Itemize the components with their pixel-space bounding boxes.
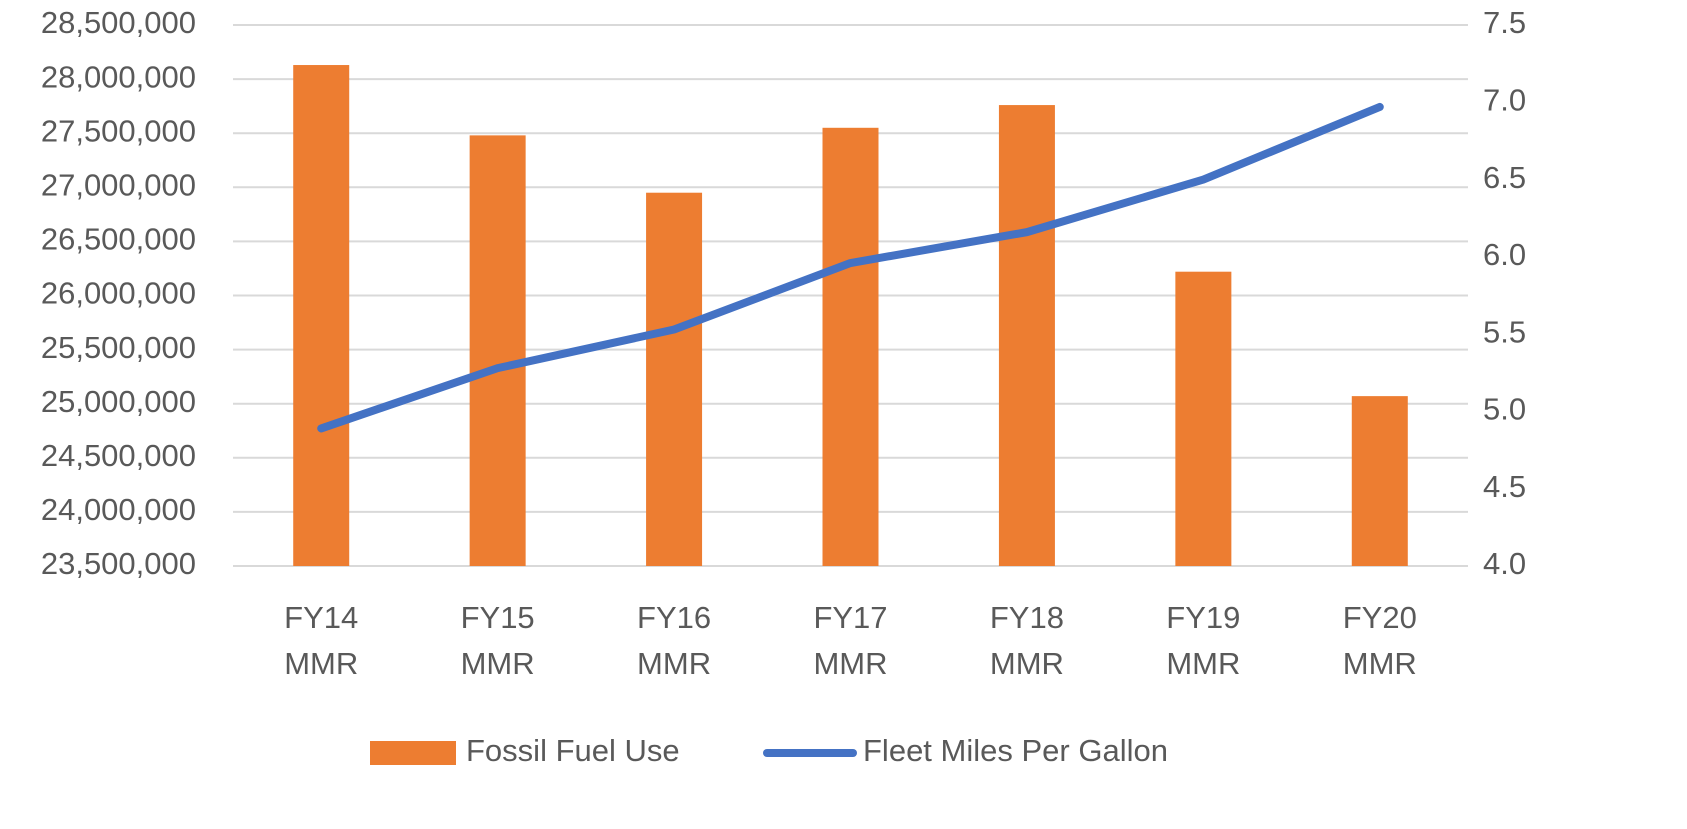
y2-tick-label: 5.5 bbox=[1483, 314, 1526, 349]
bar bbox=[822, 127, 879, 566]
y-tick-label: 24,000,000 bbox=[41, 492, 196, 527]
y2-tick-label: 7.5 bbox=[1483, 5, 1526, 40]
y2-tick-label: 7.0 bbox=[1483, 82, 1526, 117]
y-tick-label: 28,000,000 bbox=[41, 59, 196, 94]
bar bbox=[293, 65, 350, 566]
y-tick-label: 26,000,000 bbox=[41, 276, 196, 311]
y-tick-label: 27,000,000 bbox=[41, 167, 196, 202]
y2-tick-label: 4.0 bbox=[1483, 546, 1526, 581]
y2-tick-label: 6.5 bbox=[1483, 160, 1526, 195]
y2-tick-label: 5.0 bbox=[1483, 392, 1526, 427]
x-tick-label: FY14 MMR bbox=[284, 600, 358, 681]
legend-label: Fossil Fuel Use bbox=[466, 733, 680, 768]
x-tick-label: FY17 MMR bbox=[813, 600, 887, 681]
bar bbox=[469, 135, 526, 566]
x-tick-label: FY18 MMR bbox=[990, 600, 1064, 681]
y-tick-label: 26,500,000 bbox=[41, 222, 196, 257]
x-tick-label: FY20 MMR bbox=[1343, 600, 1417, 681]
y2-tick-label: 4.5 bbox=[1483, 469, 1526, 504]
legend-label: Fleet Miles Per Gallon bbox=[863, 733, 1168, 768]
y-tick-label: 23,500,000 bbox=[41, 546, 196, 581]
y2-tick-label: 6.0 bbox=[1483, 237, 1526, 272]
y-tick-label: 25,500,000 bbox=[41, 330, 196, 365]
bar bbox=[646, 192, 703, 566]
bar bbox=[1351, 396, 1408, 566]
y-tick-label: 27,500,000 bbox=[41, 113, 196, 148]
x-tick-label: FY15 MMR bbox=[461, 600, 535, 681]
y-tick-label: 28,500,000 bbox=[41, 5, 196, 40]
y-tick-label: 25,000,000 bbox=[41, 384, 196, 419]
legend-swatch bbox=[370, 741, 456, 765]
x-tick-label: FY19 MMR bbox=[1166, 600, 1240, 681]
bar bbox=[998, 105, 1055, 567]
line bbox=[317, 102, 1384, 433]
y-tick-label: 24,500,000 bbox=[41, 438, 196, 473]
x-tick-label: FY16 MMR bbox=[637, 600, 711, 681]
bar bbox=[1175, 271, 1232, 566]
